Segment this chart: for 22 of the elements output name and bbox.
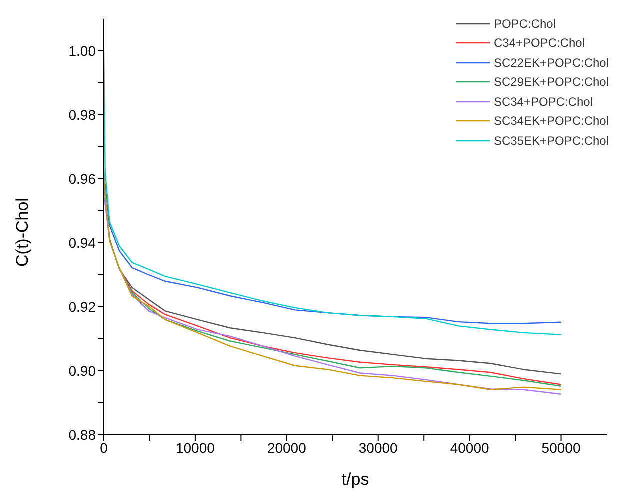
y-tick-label: 1.00 — [68, 42, 96, 59]
x-tick-label: 30000 — [358, 440, 398, 456]
x-tick-label: 10000 — [176, 440, 216, 456]
x-tick-label: 50000 — [542, 440, 581, 456]
x-axis-title: t/ps — [342, 470, 370, 489]
legend-label: SC22EK+POPC:Chol — [494, 56, 609, 70]
y-tick-label: 0.94 — [68, 234, 96, 251]
y-tick-label: 0.88 — [68, 426, 96, 443]
legend-label: SC29EK+POPC:Chol — [494, 75, 609, 90]
y-tick-label: 0.90 — [68, 362, 96, 379]
x-tick-label: 0 — [100, 440, 108, 456]
x-tick-label: 40000 — [450, 440, 490, 456]
y-axis-title: C(t)-Chol — [13, 198, 32, 267]
y-tick-label: 0.92 — [68, 298, 96, 315]
y-tick-label: 0.98 — [68, 106, 96, 123]
legend-label: POPC:Chol — [494, 16, 556, 31]
y-tick-label: 0.96 — [68, 170, 96, 187]
x-tick-label: 20000 — [267, 440, 307, 456]
legend-label: SC34EK+POPC:Chol — [494, 114, 609, 128]
legend-label: SC35EK+POPC:Chol — [494, 134, 609, 148]
legend-label: C34+POPC:Chol — [494, 36, 585, 50]
legend-label: SC34+POPC:Chol — [494, 94, 593, 109]
